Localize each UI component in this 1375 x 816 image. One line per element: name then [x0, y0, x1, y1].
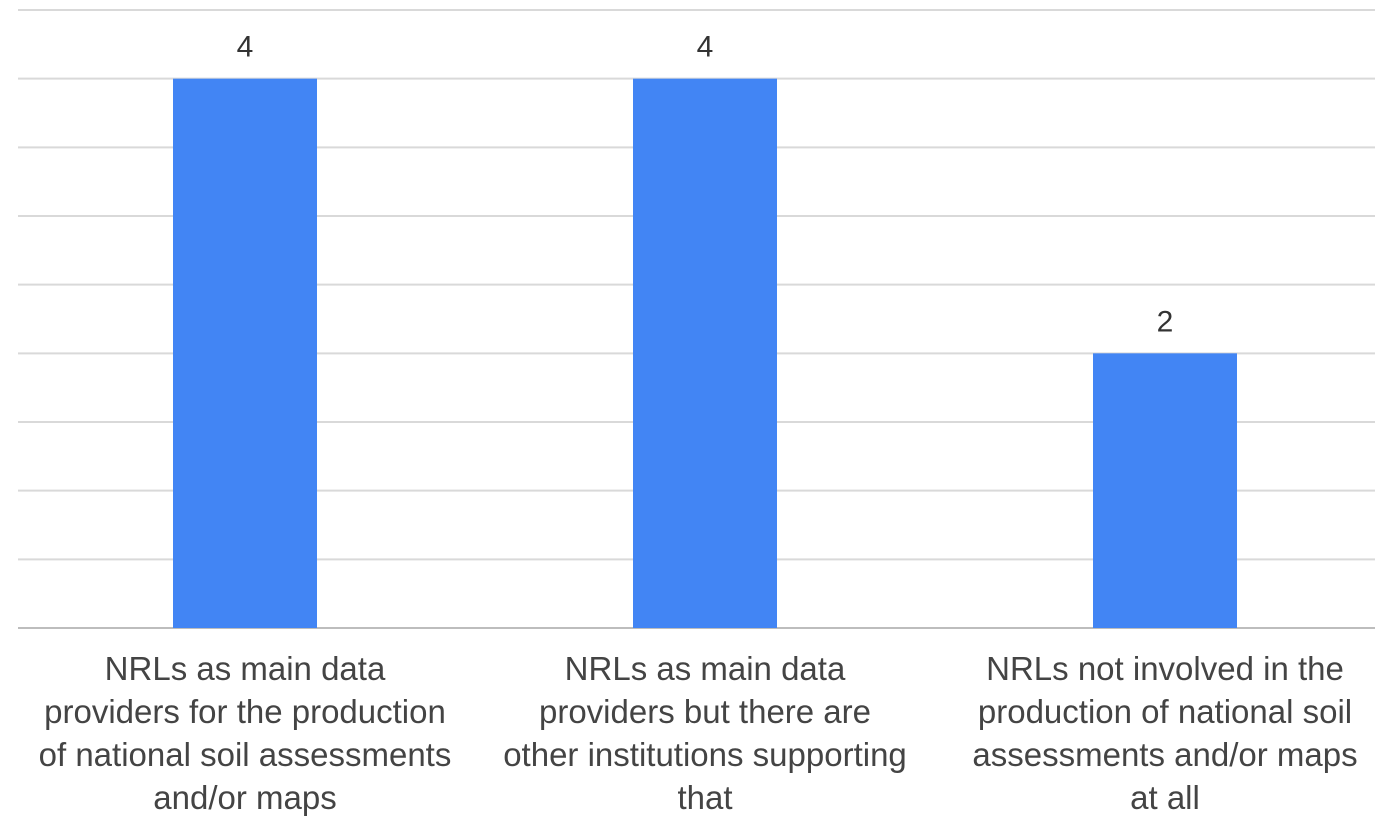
category-label-line: providers but there are [539, 693, 871, 730]
category-label-line: that [677, 779, 732, 816]
bar-2 [633, 78, 777, 628]
bars [173, 78, 1237, 628]
category-label-line: other institutions supporting [503, 736, 907, 773]
category-label-line: NRLs as main data [105, 650, 386, 687]
category-label-line: at all [1130, 779, 1200, 816]
category-label-3: NRLs not involved in the production of na… [972, 650, 1357, 816]
category-label-line: of national soil assessments [39, 736, 452, 773]
category-label-1: NRLs as main data providers for the produ… [39, 650, 452, 816]
bar-3 [1093, 353, 1237, 628]
category-label-2: NRLs as main data providers but there are… [503, 650, 907, 816]
category-labels: NRLs as main data providers for the produ… [39, 650, 1358, 816]
category-label-line: production of national soil [978, 693, 1352, 730]
category-label-line: and/or maps [153, 779, 336, 816]
category-label-line: NRLs not involved in the [986, 650, 1344, 687]
data-label-1: 4 [237, 31, 254, 64]
data-labels: 4 4 2 [237, 31, 1174, 339]
category-label-line: NRLs as main data [565, 650, 846, 687]
category-label-line: assessments and/or maps [972, 736, 1357, 773]
bar-1 [173, 78, 317, 628]
category-label-line: providers for the production [44, 693, 446, 730]
data-label-3: 2 [1157, 305, 1174, 338]
data-label-2: 4 [697, 31, 714, 64]
